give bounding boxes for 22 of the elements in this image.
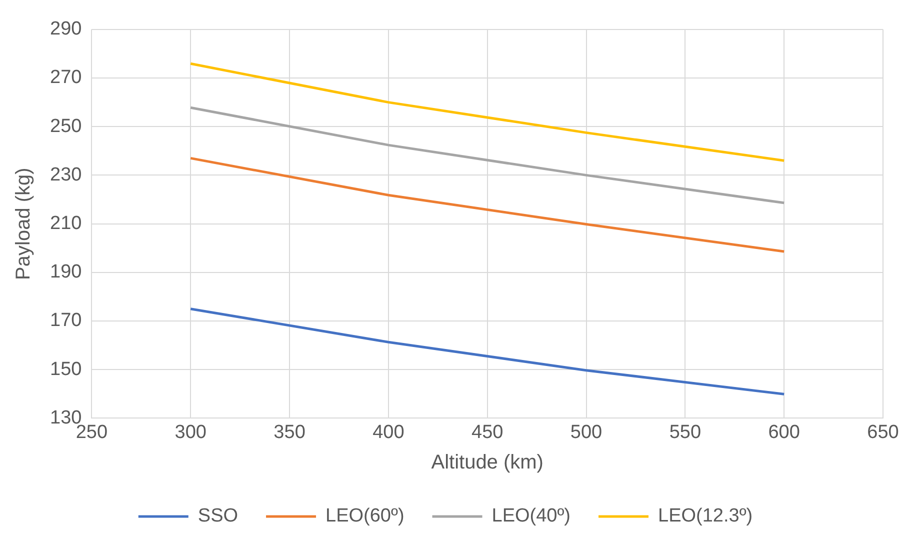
x-tick-label: 650 <box>867 422 899 443</box>
y-axis-title: Payload (kg) <box>12 168 35 280</box>
x-axis-title: Altitude (km) <box>431 452 544 474</box>
x-tick-label: 450 <box>472 422 504 443</box>
y-tick-label: 250 <box>50 116 82 137</box>
y-tick-label: 150 <box>50 358 82 380</box>
x-tick-label: 500 <box>570 422 602 443</box>
y-tick-label: 230 <box>50 164 82 186</box>
legend-label: SSO <box>198 506 238 527</box>
x-tick-label: 400 <box>372 422 404 443</box>
x-tick-label: 350 <box>274 422 306 443</box>
x-tick-label: 600 <box>768 422 800 443</box>
y-tick-label: 210 <box>50 213 82 234</box>
x-tick-label: 550 <box>669 422 702 443</box>
legend-label: LEO(60º) <box>326 506 404 527</box>
y-tick-label: 290 <box>50 18 82 40</box>
y-tick-label: 270 <box>50 67 82 88</box>
x-tick-label: 300 <box>174 422 206 443</box>
legend-label: LEO(40º) <box>492 506 571 527</box>
y-tick-label: 190 <box>50 262 82 283</box>
legend-label: LEO(12.3º) <box>658 506 753 527</box>
y-tick-label: 170 <box>50 310 82 332</box>
